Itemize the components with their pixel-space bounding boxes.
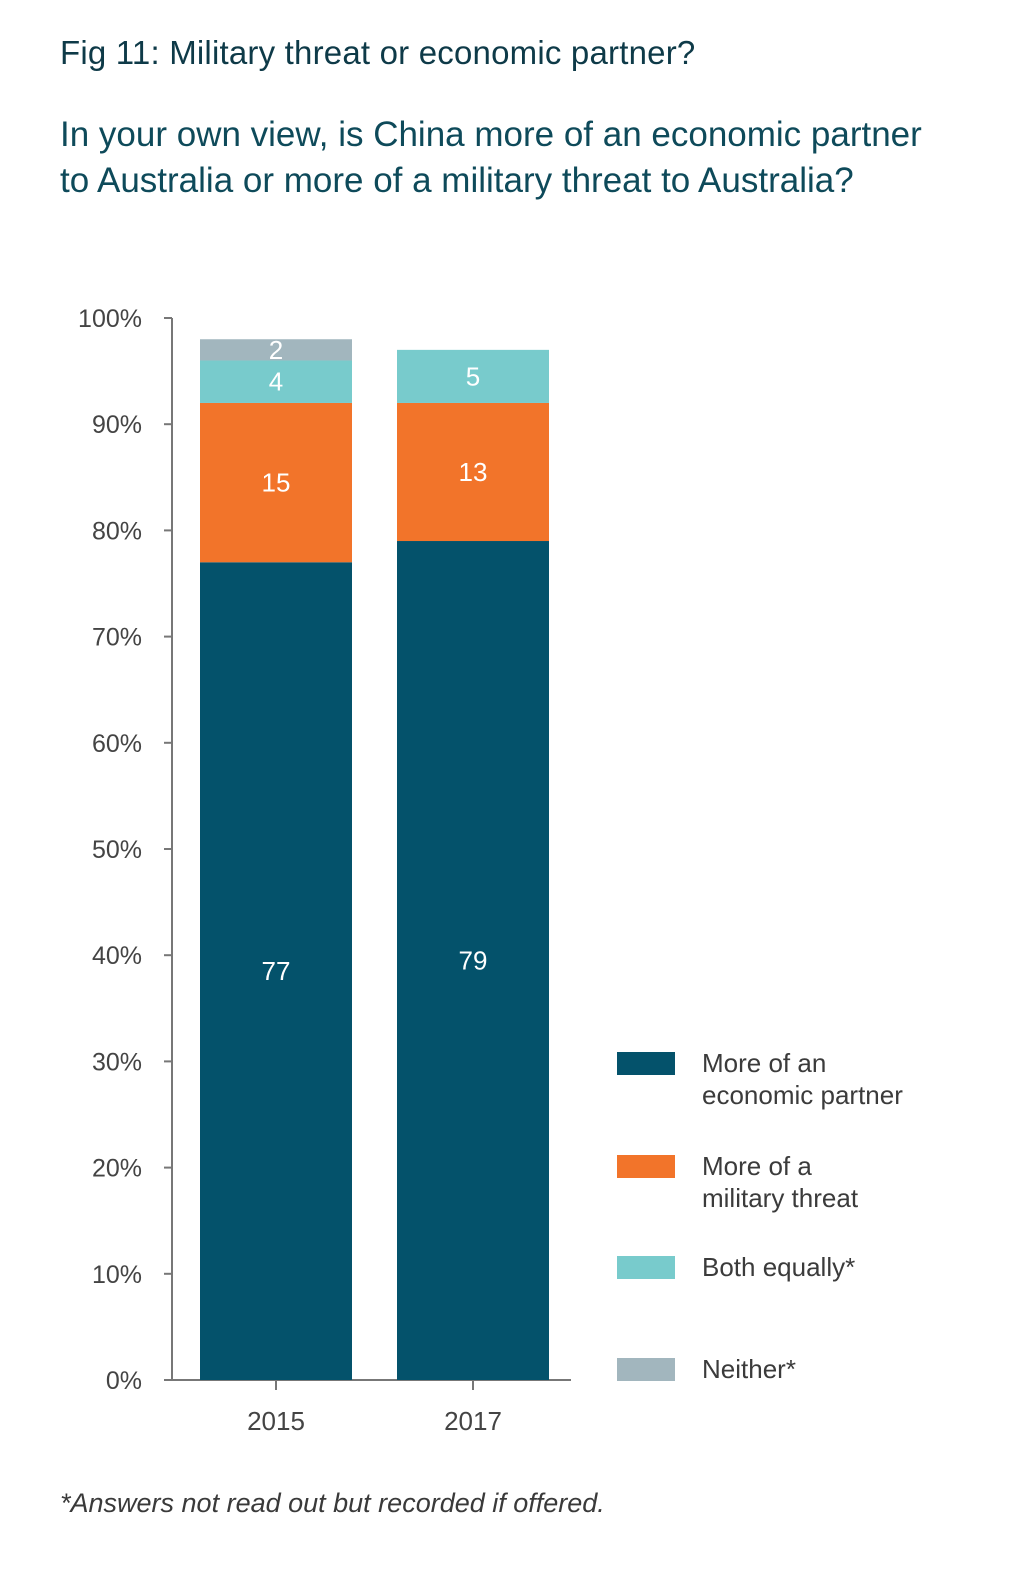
- y-tick-label: 40%: [92, 942, 142, 970]
- y-tick-label: 90%: [92, 411, 142, 439]
- legend-label: Both equally*: [702, 1252, 856, 1282]
- data-label: 77: [262, 956, 291, 986]
- bar-segment: [397, 402, 549, 542]
- legend-swatch: [617, 1052, 675, 1075]
- bar-segment: [397, 349, 549, 403]
- x-tick-label: 2015: [247, 1406, 305, 1436]
- legend-label: More of an economic partner: [702, 1048, 903, 1110]
- data-label: 13: [459, 457, 488, 487]
- bar-segment: [397, 541, 549, 1380]
- y-tick-label: 100%: [78, 305, 142, 333]
- data-label: 5: [466, 361, 480, 391]
- y-tick-label: 20%: [92, 1155, 142, 1183]
- data-label: 79: [459, 946, 488, 976]
- y-tick-label: 50%: [92, 836, 142, 864]
- y-tick-label: 60%: [92, 730, 142, 758]
- legend-swatch: [617, 1155, 675, 1178]
- footnote: *Answers not read out but recorded if of…: [60, 1488, 605, 1518]
- chart-title: Fig 11: Military threat or economic part…: [60, 34, 696, 71]
- y-tick-label: 80%: [92, 517, 142, 545]
- y-tick-label: 10%: [92, 1261, 142, 1289]
- bar-segment: [200, 402, 352, 563]
- bar-segment: [200, 339, 352, 361]
- data-label: 15: [262, 468, 291, 498]
- bar-segment: [200, 360, 352, 403]
- data-label: 2: [269, 335, 283, 365]
- legend-label: Neither*: [702, 1354, 796, 1384]
- y-tick-label: 70%: [92, 624, 142, 652]
- legend-swatch: [617, 1256, 675, 1279]
- data-label: 4: [269, 367, 283, 397]
- y-tick-label: 0%: [106, 1367, 142, 1395]
- y-tick-label: 30%: [92, 1048, 142, 1076]
- legend-label: More of a military threat: [702, 1151, 859, 1213]
- legend-swatch: [617, 1358, 675, 1381]
- x-tick-label: 2017: [444, 1406, 502, 1436]
- chart-subtitle: In your own view, is China more of an ec…: [60, 115, 922, 200]
- bar-segment: [200, 562, 352, 1380]
